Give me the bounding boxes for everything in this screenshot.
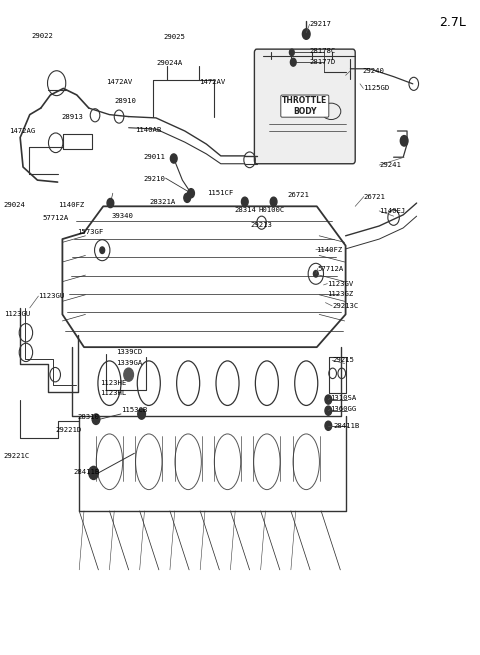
Text: 1123GU: 1123GU (38, 293, 65, 299)
Text: 28321A: 28321A (150, 198, 176, 205)
Text: 1140EJ: 1140EJ (379, 208, 406, 214)
Circle shape (325, 406, 332, 415)
Circle shape (325, 395, 332, 404)
Text: 1151CF: 1151CF (207, 190, 234, 196)
Text: 29221D: 29221D (55, 426, 82, 433)
Text: 1573GF: 1573GF (77, 229, 103, 235)
Circle shape (400, 136, 408, 146)
Text: 28177D: 28177D (310, 58, 336, 65)
Text: 1140FZ: 1140FZ (316, 246, 342, 253)
Text: 29022: 29022 (31, 33, 53, 39)
Text: 1360GG: 1360GG (330, 406, 357, 413)
Text: 57712A: 57712A (318, 265, 344, 272)
Text: 1339CD: 1339CD (116, 349, 143, 356)
Text: 1472AV: 1472AV (199, 79, 226, 85)
Circle shape (289, 49, 294, 56)
Circle shape (100, 247, 105, 253)
Circle shape (170, 154, 177, 163)
Circle shape (92, 414, 100, 424)
Text: 29213: 29213 (251, 222, 273, 229)
Text: 1140FZ: 1140FZ (59, 202, 85, 208)
Text: 1123HE: 1123HE (100, 379, 126, 386)
Text: 29011: 29011 (143, 154, 165, 160)
Text: 1472AV: 1472AV (106, 79, 132, 85)
Text: 1472AG: 1472AG (9, 128, 35, 134)
Circle shape (325, 421, 332, 430)
Text: THROTTLE
BODY: THROTTLE BODY (282, 96, 327, 116)
Circle shape (138, 409, 145, 419)
Text: 28310: 28310 (78, 413, 100, 420)
Circle shape (184, 193, 191, 202)
Text: 1123HL: 1123HL (100, 390, 126, 396)
Text: 1125GD: 1125GD (363, 85, 390, 92)
Text: 1123GV: 1123GV (327, 280, 354, 287)
Text: 1339GA: 1339GA (116, 360, 143, 366)
Text: 29221C: 29221C (4, 453, 30, 459)
Circle shape (188, 189, 194, 198)
Text: 57712A: 57712A (42, 215, 69, 221)
Circle shape (302, 29, 310, 39)
Text: H0100C: H0100C (258, 206, 285, 213)
Text: 29025: 29025 (163, 34, 185, 41)
Text: 28910: 28910 (114, 98, 136, 104)
Text: 1123GU: 1123GU (4, 311, 30, 318)
Text: 1310SA: 1310SA (330, 395, 357, 402)
Text: 1123GZ: 1123GZ (327, 291, 354, 297)
FancyBboxPatch shape (254, 49, 355, 164)
Circle shape (270, 197, 277, 206)
Text: 29240: 29240 (362, 67, 384, 74)
Text: 2.7L: 2.7L (439, 16, 466, 29)
Text: 29213C: 29213C (332, 303, 359, 309)
Text: 1153CB: 1153CB (121, 407, 147, 413)
Circle shape (89, 466, 98, 479)
Circle shape (124, 368, 133, 381)
Text: 29217: 29217 (310, 21, 332, 28)
Circle shape (107, 198, 114, 208)
Text: 39340: 39340 (111, 213, 133, 219)
Text: 28411B: 28411B (73, 468, 99, 475)
Text: 29024: 29024 (4, 202, 26, 208)
Text: 28411B: 28411B (333, 422, 360, 429)
Text: 29241: 29241 (379, 162, 401, 168)
Circle shape (241, 197, 248, 206)
Circle shape (313, 271, 318, 277)
Text: 26721: 26721 (287, 192, 309, 198)
Text: 29215: 29215 (332, 357, 354, 364)
Circle shape (290, 58, 296, 66)
Text: 1140AB: 1140AB (135, 126, 162, 133)
Text: 28314: 28314 (234, 206, 256, 213)
Text: 29024A: 29024A (156, 60, 182, 66)
Text: 29210: 29210 (143, 176, 165, 182)
Text: 28178C: 28178C (310, 48, 336, 54)
Text: 26721: 26721 (364, 193, 386, 200)
Text: 28913: 28913 (61, 113, 84, 120)
